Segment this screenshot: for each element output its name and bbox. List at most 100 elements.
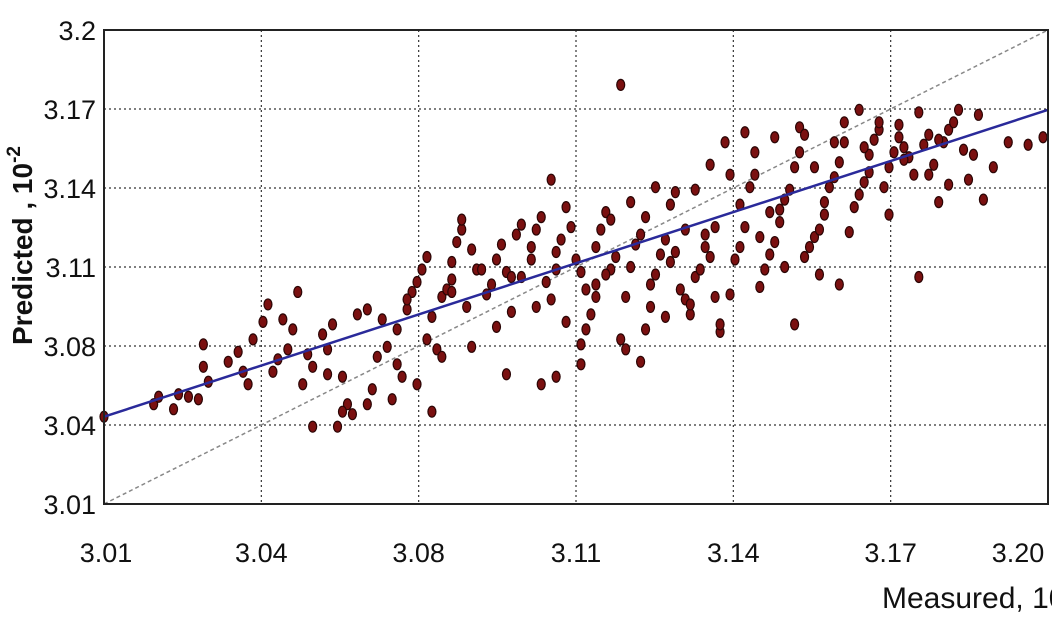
data-point [397, 370, 407, 383]
data-point [948, 116, 959, 129]
data-point [1038, 131, 1048, 144]
data-point [690, 270, 700, 284]
data-point [591, 278, 601, 291]
data-point [586, 308, 596, 321]
data-point [561, 201, 571, 214]
data-point [601, 268, 611, 281]
data-point [526, 253, 536, 266]
data-point [775, 203, 785, 216]
data-point [814, 223, 825, 236]
data-point [223, 355, 233, 368]
data-point [775, 215, 785, 229]
data-point [382, 340, 392, 353]
data-point [834, 278, 844, 291]
data-point [556, 233, 566, 246]
data-point [1023, 138, 1033, 151]
data-point [924, 168, 934, 181]
data-point [839, 136, 849, 149]
data-point [506, 270, 517, 284]
data-point [944, 178, 954, 191]
data-point [700, 228, 710, 241]
data-point [581, 283, 591, 296]
data-point [337, 370, 348, 383]
y-tick-label: 3.01 [43, 490, 96, 520]
data-point [650, 268, 661, 281]
data-point [924, 128, 934, 141]
data-point [601, 206, 611, 219]
data-point [616, 78, 626, 91]
identity-line [103, 29, 1049, 505]
x-axis-title-text: Measured, 10 [882, 582, 1052, 615]
data-point [740, 220, 750, 234]
data-point [318, 328, 328, 341]
data-point [268, 365, 278, 378]
data-point [660, 310, 671, 323]
data-point [655, 248, 666, 261]
data-point [799, 128, 810, 141]
data-point [278, 313, 288, 326]
data-point [710, 220, 720, 234]
data-point [720, 136, 730, 149]
data-point [606, 213, 616, 226]
data-point [526, 240, 536, 254]
data-point [770, 235, 780, 249]
data-point [337, 405, 348, 418]
data-point [665, 255, 676, 269]
x-tick-label: 3.08 [392, 538, 445, 568]
data-point [621, 343, 631, 356]
data-point [695, 263, 705, 276]
data-point [168, 403, 179, 416]
data-point [670, 186, 680, 199]
data-point [183, 390, 194, 403]
data-point [516, 218, 526, 231]
data-point [705, 250, 715, 264]
data-point [377, 313, 387, 326]
y-tick-label: 3.14 [43, 174, 96, 204]
x-tick-label: 3.01 [80, 538, 133, 568]
data-point [561, 315, 571, 328]
data-point [491, 253, 502, 266]
data-point [467, 340, 477, 353]
data-point [894, 131, 904, 144]
data-point [372, 350, 382, 363]
data-point [790, 318, 800, 331]
data-point [874, 116, 884, 129]
data-point [958, 143, 969, 156]
y-tick-label: 3.17 [43, 95, 96, 125]
data-point [263, 298, 273, 311]
fit-line [103, 108, 1049, 418]
data-point [427, 310, 437, 323]
data-point [799, 250, 810, 264]
data-point [536, 378, 546, 391]
data-point [745, 181, 755, 194]
data-point [293, 285, 303, 299]
data-point [725, 168, 735, 181]
y-tick-label: 3.04 [43, 411, 96, 441]
data-point [844, 225, 854, 239]
data-point [576, 358, 586, 371]
data-point [685, 308, 695, 321]
data-point [576, 265, 586, 279]
data-point [243, 378, 253, 391]
data-point [963, 173, 974, 186]
data-point [765, 206, 775, 219]
data-point [700, 240, 710, 254]
data-point [531, 223, 541, 236]
data-point [750, 168, 760, 181]
data-point [551, 370, 561, 383]
data-point [670, 245, 680, 259]
x-tick-labels: 3.01 3.04 3.08 3.11 3.14 3.17 3.20 [80, 538, 1045, 568]
data-point [879, 181, 889, 194]
data-point [934, 196, 944, 209]
data-point [635, 355, 646, 368]
data-point [750, 146, 760, 159]
data-point [794, 146, 805, 159]
data-point [685, 298, 695, 311]
data-point [457, 213, 467, 226]
data-point [447, 285, 457, 299]
data-point [437, 350, 447, 363]
data-point [859, 176, 869, 189]
data-point [914, 106, 924, 119]
data-point [298, 378, 308, 391]
data-point [576, 338, 586, 351]
